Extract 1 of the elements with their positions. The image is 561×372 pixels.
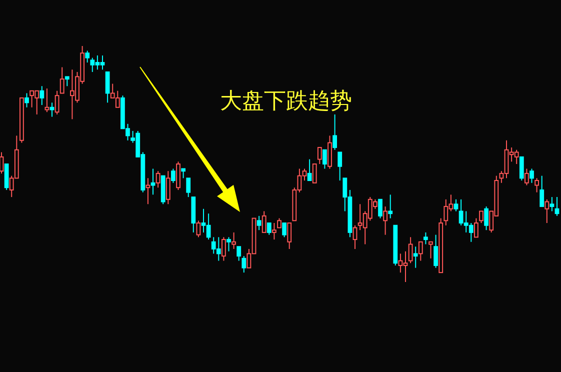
annotation: 大盘下跌趋势 [220, 89, 352, 114]
